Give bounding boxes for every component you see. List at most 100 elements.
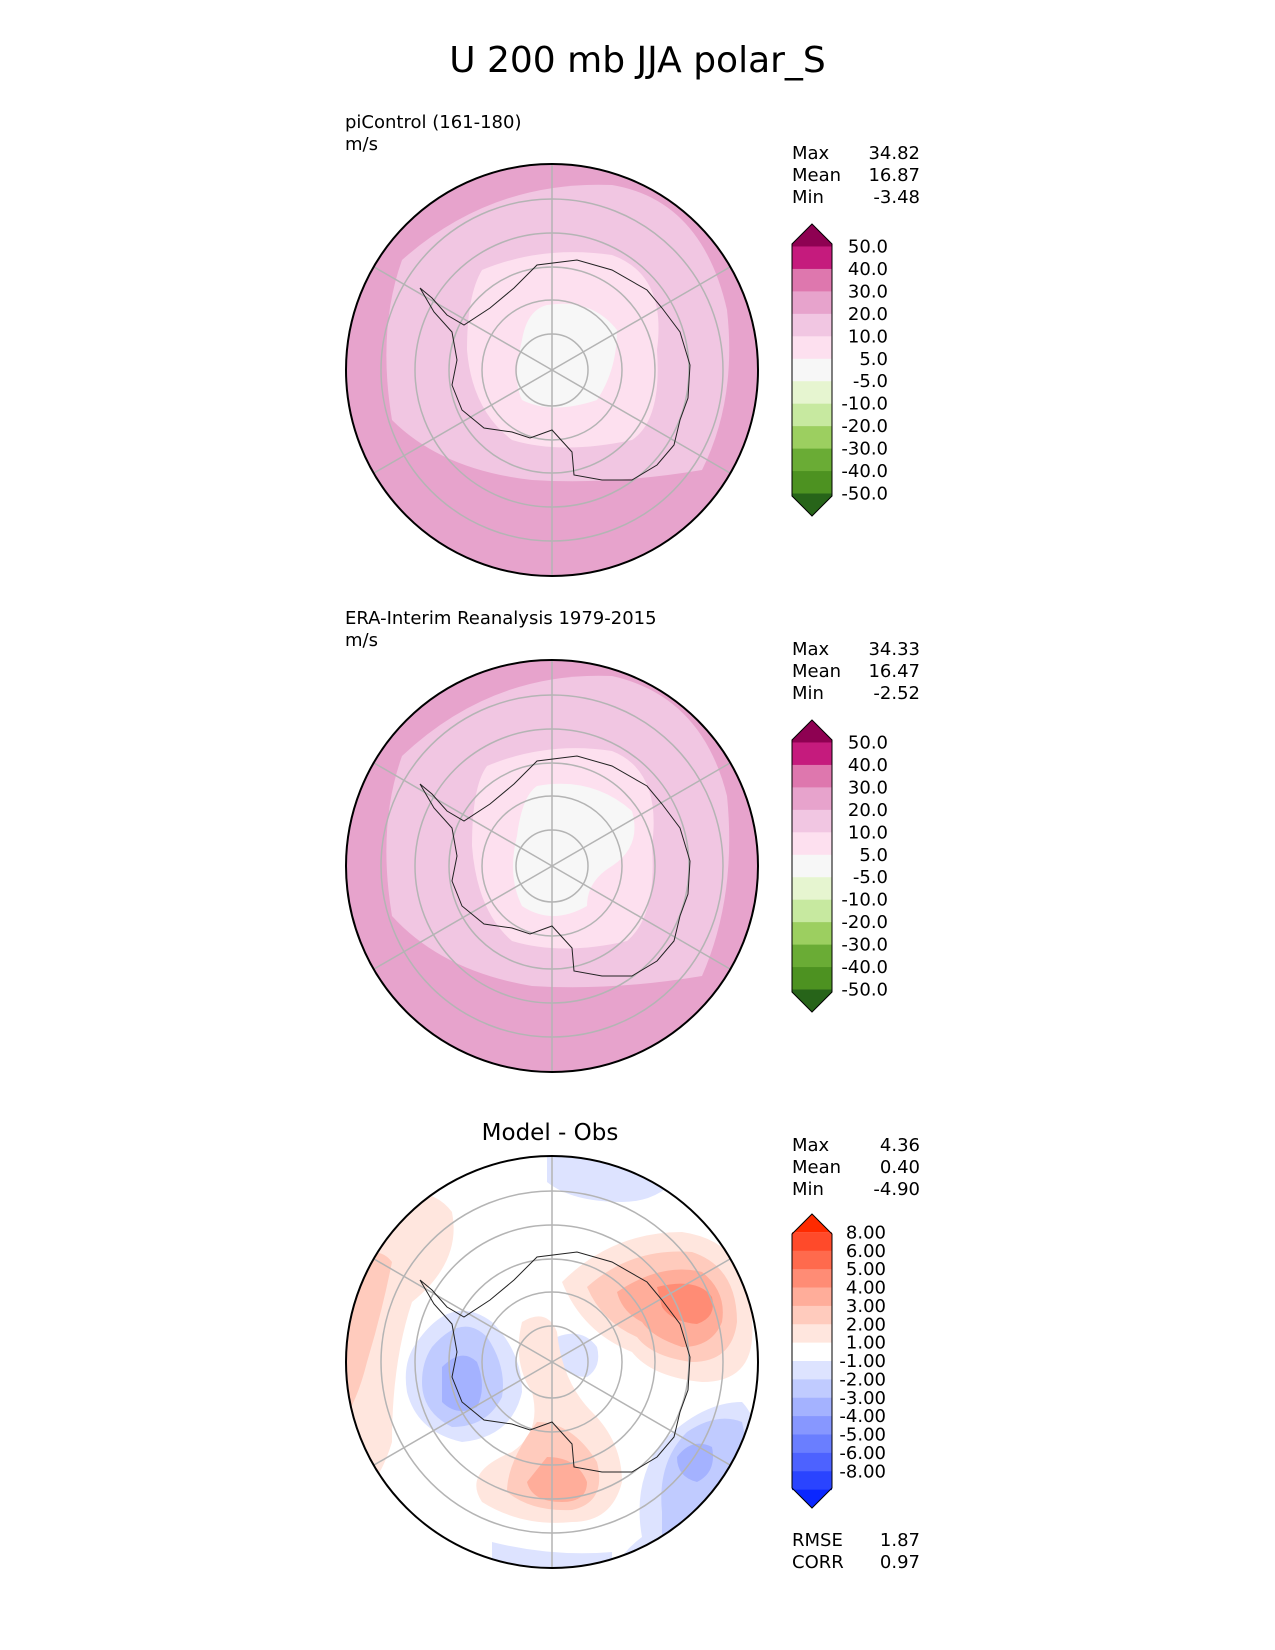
colorbar-segment [792,720,832,743]
colorbar-segment [792,832,832,856]
obs-panel-units: m/s [345,630,378,651]
metric-label: CORR [792,1552,844,1573]
colorbar-tick-label: 4.00 [846,1278,886,1299]
colorbar-segment [792,809,832,833]
colorbar-tick-label: 2.00 [846,1314,886,1335]
colorbar-tick-label: -4.00 [839,1406,886,1427]
diff-colorbar: 8.006.005.004.003.002.001.00-1.00-2.00-3… [791,1213,886,1509]
colorbar-tick-label: 1.00 [846,1333,886,1354]
stat-value: -4.90 [873,1179,920,1200]
colorbar-tick-label: 50.0 [848,236,888,257]
colorbar-segment [792,1250,832,1270]
colorbar-tick-label: -20.0 [841,912,888,933]
colorbar-segment [792,246,832,270]
colorbar-segment [792,336,832,360]
stat-label: Min [792,187,824,208]
colorbar-tick-label: -10.0 [841,394,888,415]
colorbar-tick-label: 20.0 [848,800,888,821]
colorbar-tick-label: -6.00 [839,1443,886,1464]
colorbar-segment [792,291,832,315]
colorbar-segment [792,1452,832,1472]
stat-label: Mean [792,1157,842,1178]
colorbar-segment [792,381,832,405]
colorbar-tick-label: -50.0 [841,484,888,505]
model-stats: Max 34.82 Mean 16.87 Min -3.48 [792,143,920,209]
colorbar-tick-label: 30.0 [848,281,888,302]
colorbar-tick-label: -40.0 [841,957,888,978]
colorbar-tick-label: 10.0 [848,326,888,347]
colorbar-tick-label: 5.0 [859,845,888,866]
colorbar-tick-label: 10.0 [848,822,888,843]
colorbar-segment [792,1324,832,1344]
colorbar-segment [792,224,832,247]
model-panel-units: m/s [345,134,378,155]
metric-label: RMSE [792,1530,843,1551]
model-colorbar: 50.040.030.020.010.05.0-5.0-10.0-20.0-30… [791,223,888,517]
colorbar-segment [792,426,832,450]
colorbar-tick-label: -5.0 [853,371,888,392]
stat-label: Max [792,143,830,164]
colorbar-tick-label: -5.00 [839,1425,886,1446]
colorbar-segment [792,922,832,946]
stat-value: 4.36 [879,1135,920,1156]
stat-value: 16.47 [868,661,920,682]
colorbar-segment [792,1471,832,1491]
colorbar-segment [792,944,832,968]
colorbar-segment [792,1488,832,1508]
colorbar-tick-label: 3.00 [846,1296,886,1317]
colorbar-tick-label: 20.0 [848,304,888,325]
colorbar-tick-label: 8.00 [846,1222,886,1243]
colorbar-segment [792,854,832,878]
colorbar-segment [792,877,832,901]
colorbar-tick-label: 5.0 [859,349,888,370]
colorbar-tick-label: -10.0 [841,890,888,911]
stat-value: -3.48 [873,187,920,208]
colorbar-tick-label: 6.00 [846,1241,886,1262]
stat-value: -2.52 [873,683,920,704]
colorbar-tick-label: -30.0 [841,935,888,956]
colorbar-segment [792,787,832,811]
colorbar-segment [792,989,832,1012]
colorbar-tick-label: -20.0 [841,416,888,437]
diff-stats: Max 4.36 Mean 0.40 Min -4.90 [792,1135,920,1201]
colorbar-segment [792,403,832,427]
colorbar-segment [792,268,832,292]
diff-polar-map [345,1155,759,1569]
colorbar-segment [792,742,832,766]
colorbar-segment [792,313,832,337]
colorbar-tick-label: 50.0 [848,732,888,753]
diff-panel-title: Model - Obs [481,1120,619,1146]
diff-metrics: RMSE 1.87 CORR 0.97 [792,1530,920,1574]
colorbar-outline [791,719,833,1013]
colorbar-tick-label: 5.00 [846,1259,886,1280]
colorbar-segment [792,899,832,923]
colorbar-tick-label: -2.00 [839,1369,886,1390]
colorbar-segment [792,358,832,382]
colorbar-segment [792,1416,832,1435]
stat-value: 34.33 [868,639,920,660]
obs-polar-map [345,659,759,1073]
colorbar-outline [791,223,833,517]
colorbar-tick-label: -40.0 [841,461,888,482]
stat-value: 34.82 [868,143,920,164]
metric-value: 0.97 [879,1552,920,1573]
colorbar-segment [792,1379,832,1399]
stat-label: Mean [792,661,842,682]
stat-label: Min [792,683,824,704]
colorbar-segment [792,448,832,472]
colorbar-tick-label: 40.0 [848,755,888,776]
stat-label: Max [792,639,830,660]
colorbar-tick-label: -5.0 [853,867,888,888]
colorbar-tick-label: 30.0 [848,777,888,798]
colorbar-tick-label: -8.00 [839,1461,886,1482]
colorbar-segment [792,471,832,495]
colorbar-tick-label: -30.0 [841,439,888,460]
colorbar-tick-label: -1.00 [839,1351,886,1372]
colorbar-segment [792,1397,832,1417]
colorbar-tick-label: 40.0 [848,259,888,280]
metric-value: 1.87 [879,1530,920,1551]
colorbar-segment [792,764,832,788]
stat-value: 0.40 [879,1157,920,1178]
colorbar-segment [792,1287,832,1307]
colorbar-outline [791,1213,833,1509]
